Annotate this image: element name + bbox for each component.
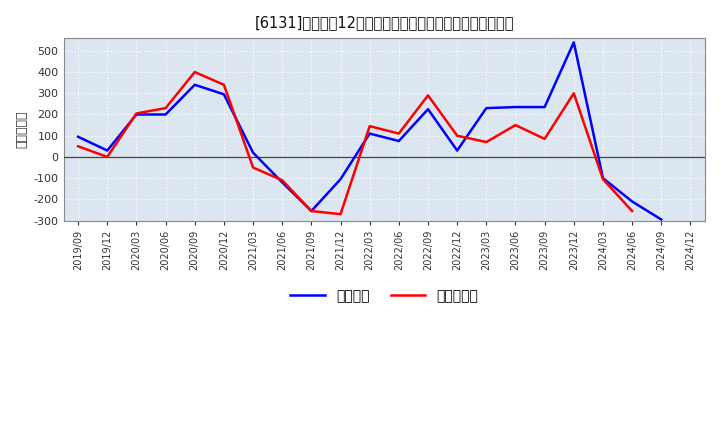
Line: 経常利益: 経常利益 xyxy=(78,42,661,220)
当期純利益 xyxy=(365,124,374,129)
経常利益 xyxy=(628,199,636,204)
経常利益 xyxy=(307,209,315,214)
Title: [6131]　利益だ12か月移動合計の対前年同期増減額の推移: [6131] 利益だ12か月移動合計の対前年同期増減額の推移 xyxy=(255,15,514,30)
当期純利益 xyxy=(540,136,549,142)
当期純利益 xyxy=(423,93,432,98)
経常利益 xyxy=(482,106,490,111)
経常利益 xyxy=(336,176,345,182)
当期純利益 xyxy=(103,154,112,160)
経常利益 xyxy=(248,150,257,155)
当期純利益 xyxy=(482,139,490,145)
当期純利益 xyxy=(220,82,228,88)
当期純利益 xyxy=(336,212,345,217)
当期純利益 xyxy=(511,122,520,128)
当期純利益 xyxy=(248,165,257,170)
経常利益 xyxy=(511,104,520,110)
経常利益 xyxy=(74,134,83,139)
経常利益 xyxy=(278,180,287,185)
当期純利益 xyxy=(190,70,199,75)
Legend: 経常利益, 当期純利益: 経常利益, 当期純利益 xyxy=(285,283,484,308)
経常利益 xyxy=(132,112,140,117)
当期純利益 xyxy=(132,111,140,116)
Line: 当期純利益: 当期純利益 xyxy=(78,72,632,214)
経常利益 xyxy=(395,138,403,143)
当期純利益 xyxy=(161,106,170,111)
経常利益 xyxy=(598,176,607,181)
当期純利益 xyxy=(598,176,607,182)
当期純利益 xyxy=(74,144,83,149)
経常利益 xyxy=(190,82,199,88)
当期純利益 xyxy=(395,131,403,136)
経常利益 xyxy=(657,217,665,222)
当期純利益 xyxy=(628,209,636,214)
経常利益 xyxy=(423,106,432,112)
経常利益 xyxy=(161,112,170,117)
当期純利益 xyxy=(453,133,462,138)
経常利益 xyxy=(103,148,112,153)
当期純利益 xyxy=(278,178,287,183)
経常利益 xyxy=(365,131,374,136)
当期純利益 xyxy=(307,209,315,214)
経常利益 xyxy=(540,104,549,110)
Y-axis label: （百万円）: （百万円） xyxy=(15,110,28,148)
経常利益 xyxy=(570,40,578,45)
経常利益 xyxy=(453,148,462,153)
経常利益 xyxy=(220,92,228,97)
当期純利益 xyxy=(570,91,578,96)
